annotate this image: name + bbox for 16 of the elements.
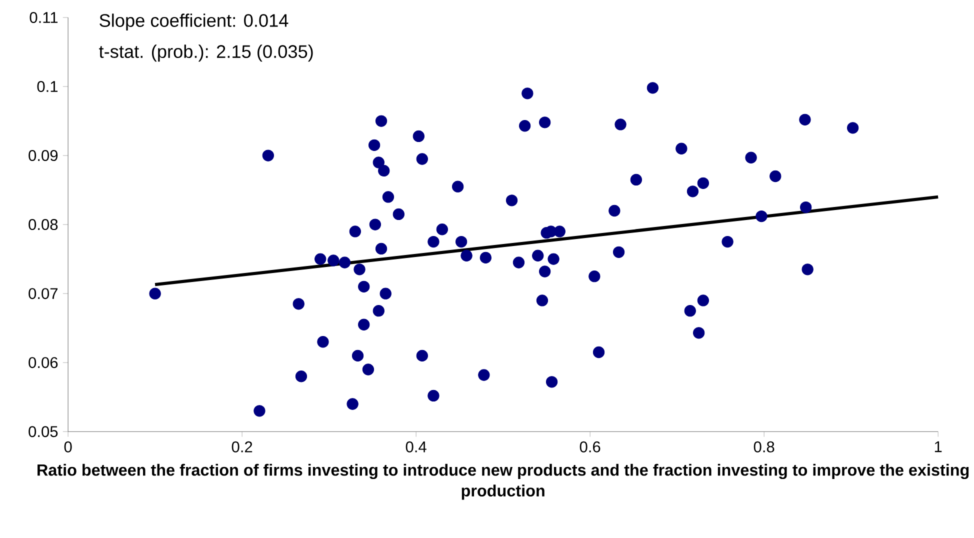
- y-tick-label: 0.11: [30, 12, 58, 24]
- y-tick-label: 0.08: [28, 219, 58, 230]
- y-tick-label: 0.1: [37, 81, 58, 92]
- x-tick-label: 1: [934, 442, 942, 452]
- y-tick-label: 0.05: [28, 426, 58, 438]
- x-tick-label: 0.6: [580, 442, 600, 453]
- annotation: t-stat. (prob.): 2.15 (0.035): [99, 44, 313, 62]
- x-axis-title: Ratio between the fraction of firms investing to introduce new products and the fraction investing to improve the existing production: [38, 464, 969, 500]
- x-tick-label: 0.4: [406, 442, 426, 453]
- x-tick-label: 0.2: [232, 442, 252, 453]
- x-tick-label: 0.8: [754, 442, 774, 453]
- x-tick-label: 0: [64, 442, 72, 453]
- y-tick-label: 0.07: [28, 288, 58, 300]
- y-tick-label: 0.06: [28, 357, 58, 368]
- y-tick-label: 0.09: [28, 150, 58, 162]
- annotation: Slope coefficient: 0.014: [100, 14, 288, 31]
